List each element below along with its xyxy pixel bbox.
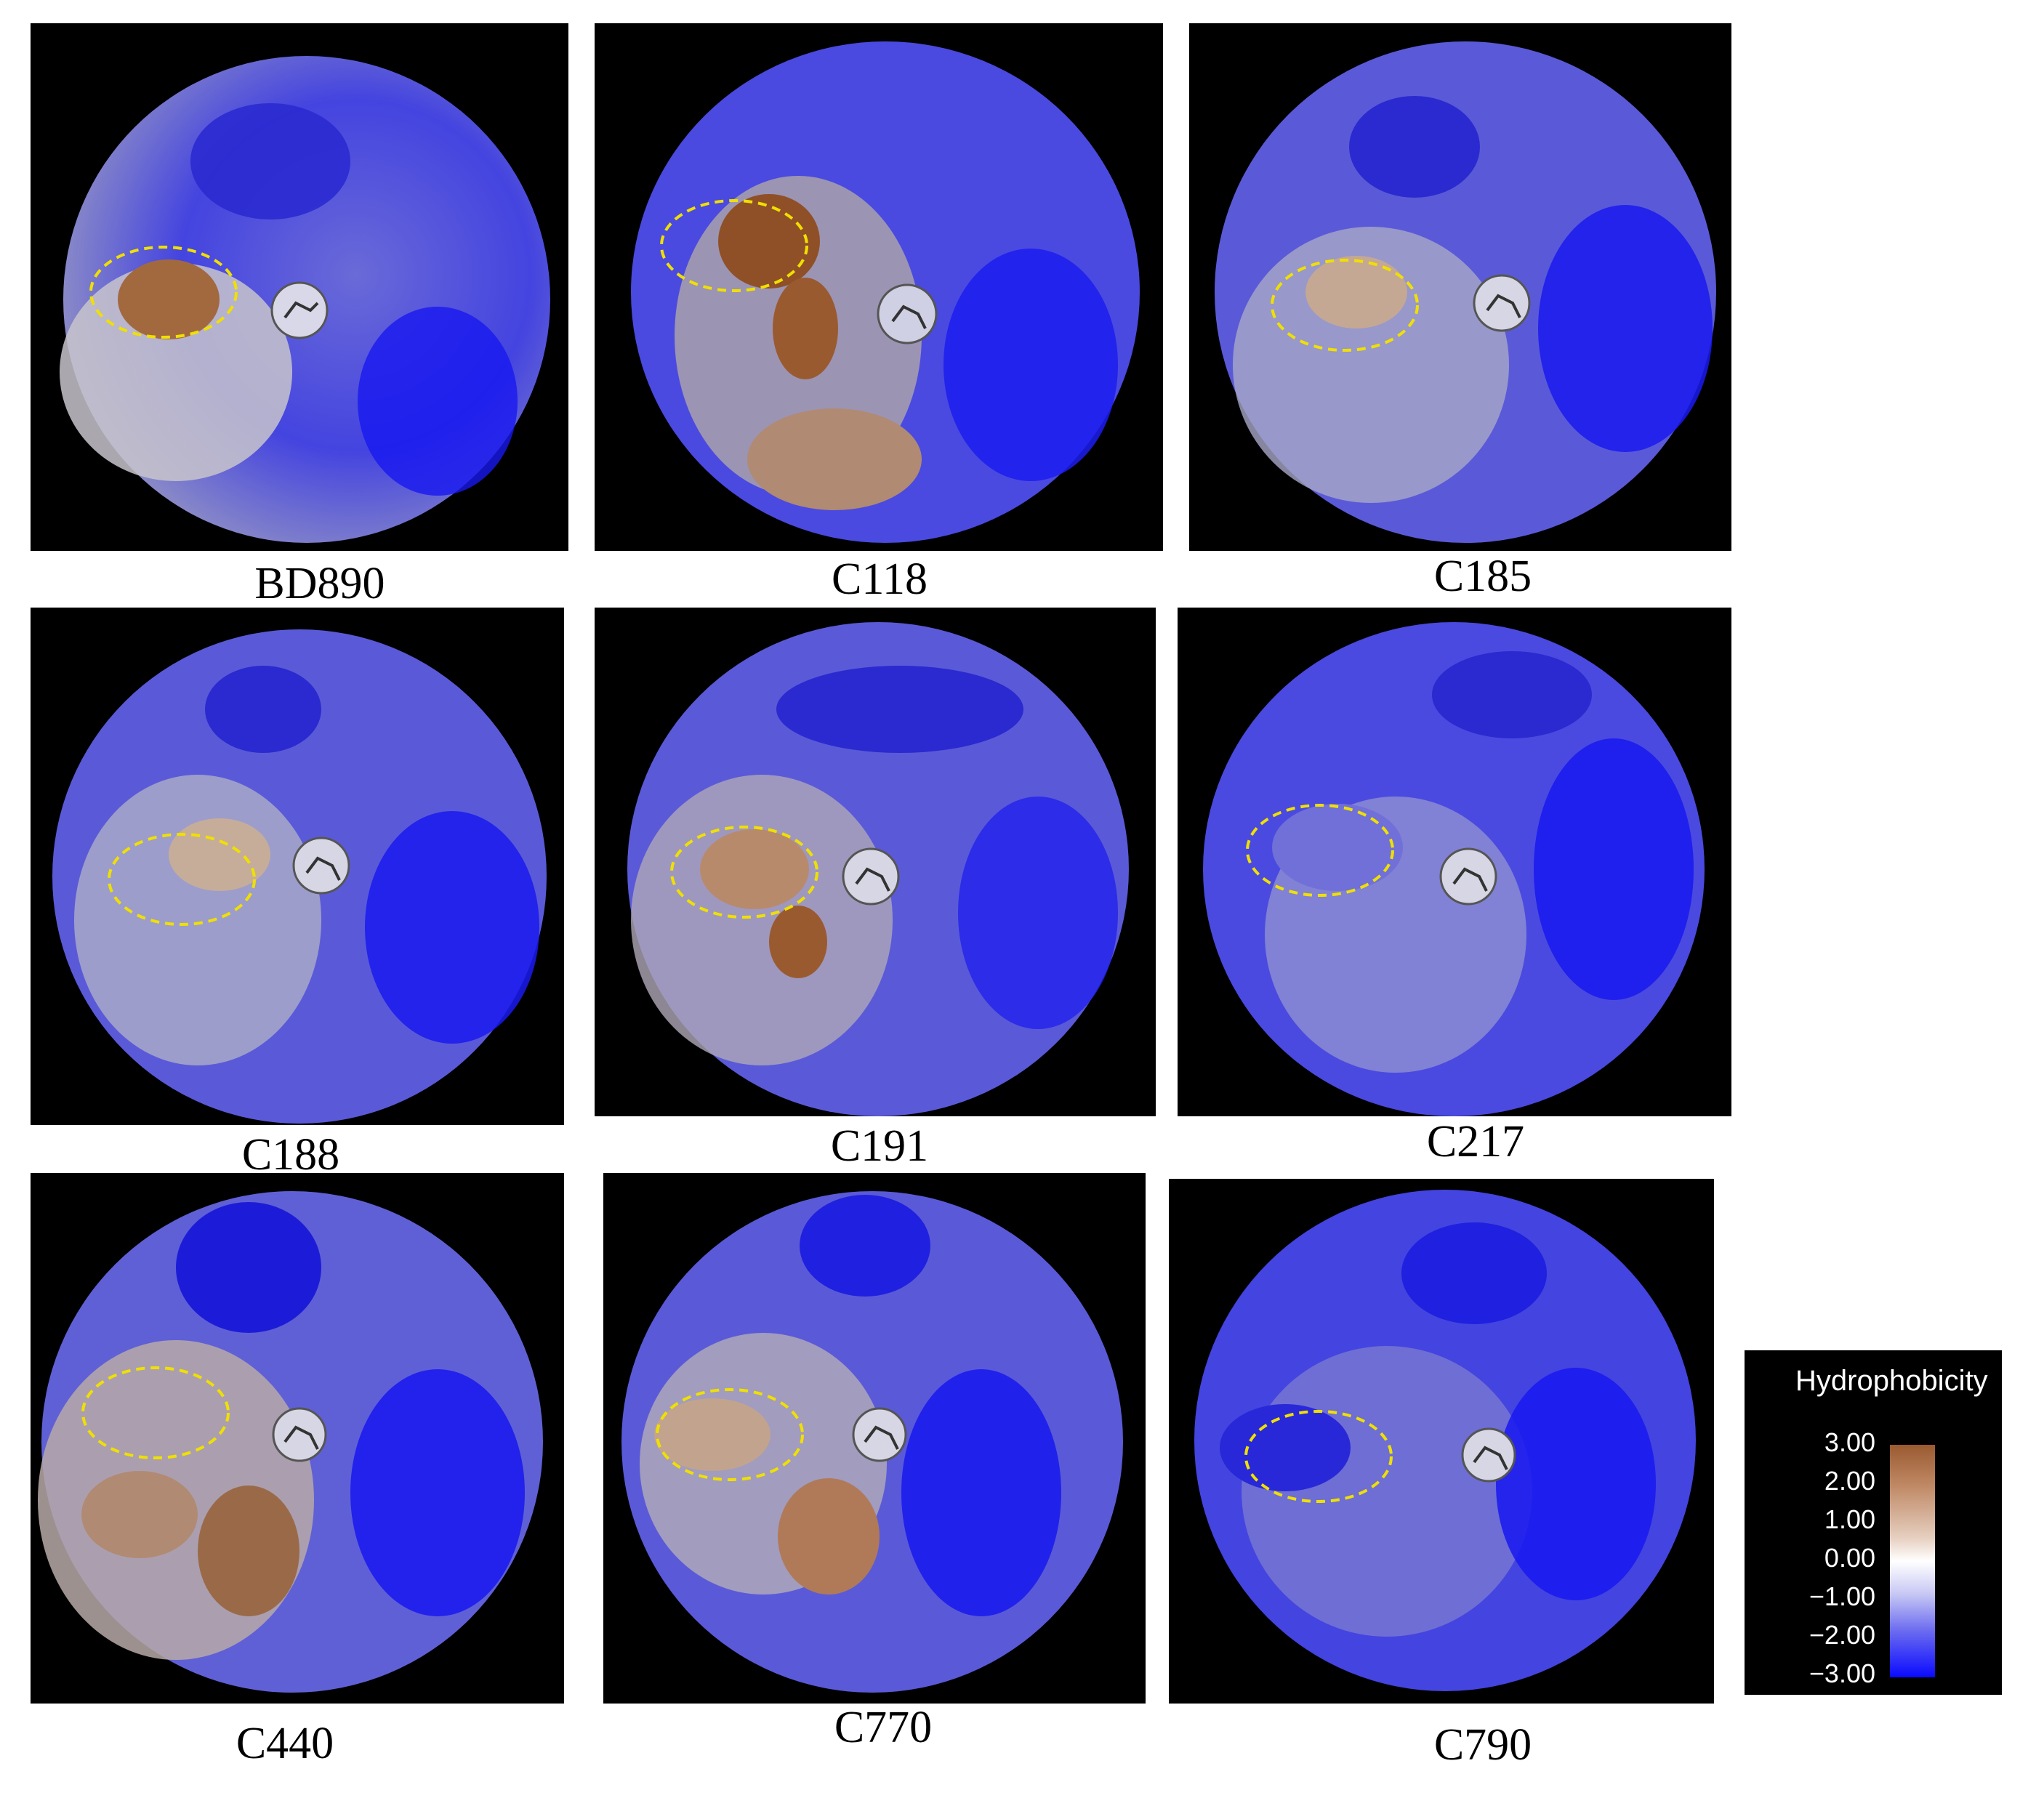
panel-c770 (603, 1173, 1146, 1704)
legend-tick: 0.00 (1824, 1543, 1875, 1573)
protein-surface-image (52, 629, 547, 1124)
legend-tick: 2.00 (1824, 1466, 1875, 1496)
protein-surface-image (1203, 622, 1705, 1116)
legend-tick: 3.00 (1824, 1427, 1875, 1457)
panel-label-c118: C118 (831, 555, 928, 604)
panel-c118 (595, 23, 1163, 551)
panel-label-bd890: BD890 (254, 559, 385, 608)
panel-label-c217: C217 (1426, 1117, 1525, 1166)
protein-surface-image (38, 1191, 543, 1693)
legend-tick: −1.00 (1808, 1581, 1875, 1611)
legend-tick: 1.00 (1824, 1504, 1875, 1534)
panel-c790 (1169, 1179, 1714, 1704)
panel-c185 (1189, 23, 1731, 551)
protein-surface-image (631, 41, 1140, 543)
panel-bd890 (31, 23, 568, 551)
panel-c440 (31, 1173, 564, 1704)
panel-c191 (595, 608, 1156, 1116)
protein-surface-image (60, 56, 550, 543)
protein-surface-image (1215, 41, 1716, 543)
protein-surface-image (627, 622, 1129, 1116)
hydrophobicity-legend: Hydrophobicity 3.00 2.00 1.00 0.00 −1.00… (1745, 1350, 2002, 1695)
legend-tick: −2.00 (1808, 1620, 1875, 1650)
legend-color-bar (1890, 1445, 1935, 1677)
protein-surface-image (621, 1191, 1123, 1693)
panel-c188 (31, 608, 564, 1125)
panel-label-c188: C188 (241, 1130, 340, 1180)
panel-label-c185: C185 (1433, 552, 1532, 601)
panel-label-c770: C770 (834, 1703, 933, 1752)
legend-title: Hydrophobicity (1795, 1365, 1988, 1397)
panel-label-c191: C191 (830, 1121, 929, 1171)
panel-label-c790: C790 (1433, 1720, 1532, 1770)
protein-surface-image (1194, 1190, 1696, 1691)
legend-tick: −3.00 (1808, 1658, 1875, 1688)
panel-label-c440: C440 (236, 1719, 334, 1768)
panel-c217 (1178, 608, 1731, 1116)
